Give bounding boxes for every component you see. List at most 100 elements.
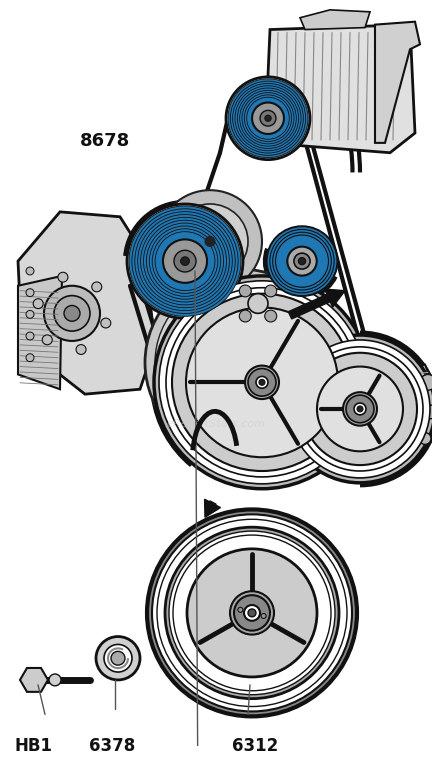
Circle shape bbox=[248, 369, 276, 396]
Circle shape bbox=[187, 549, 317, 677]
Circle shape bbox=[228, 79, 308, 157]
Text: 6312: 6312 bbox=[232, 737, 278, 755]
Circle shape bbox=[147, 509, 357, 716]
Circle shape bbox=[26, 288, 34, 297]
Circle shape bbox=[205, 236, 215, 246]
Circle shape bbox=[152, 514, 352, 712]
Circle shape bbox=[140, 217, 229, 305]
Text: 6378: 6378 bbox=[89, 737, 135, 755]
Circle shape bbox=[76, 344, 86, 354]
Circle shape bbox=[145, 269, 335, 456]
Circle shape bbox=[346, 395, 374, 422]
Circle shape bbox=[26, 332, 34, 340]
Circle shape bbox=[354, 403, 366, 415]
Circle shape bbox=[248, 609, 256, 617]
Circle shape bbox=[290, 340, 430, 478]
Circle shape bbox=[26, 310, 34, 318]
Circle shape bbox=[238, 607, 243, 612]
Circle shape bbox=[26, 267, 34, 275]
Circle shape bbox=[273, 232, 331, 290]
Circle shape bbox=[256, 376, 268, 388]
Circle shape bbox=[276, 235, 328, 287]
Circle shape bbox=[287, 247, 317, 276]
Circle shape bbox=[226, 77, 310, 160]
Polygon shape bbox=[18, 212, 155, 394]
Circle shape bbox=[152, 229, 218, 294]
Circle shape bbox=[420, 375, 432, 390]
Circle shape bbox=[343, 392, 377, 425]
Circle shape bbox=[186, 307, 338, 457]
Circle shape bbox=[265, 310, 277, 322]
Polygon shape bbox=[265, 25, 415, 153]
Circle shape bbox=[247, 97, 289, 139]
Circle shape bbox=[239, 310, 251, 322]
Circle shape bbox=[357, 406, 363, 412]
Circle shape bbox=[157, 519, 347, 706]
Circle shape bbox=[33, 299, 43, 309]
Circle shape bbox=[267, 226, 337, 296]
Circle shape bbox=[138, 214, 232, 308]
Circle shape bbox=[44, 285, 100, 341]
Circle shape bbox=[248, 294, 268, 313]
Circle shape bbox=[64, 306, 80, 321]
Polygon shape bbox=[400, 365, 432, 453]
Circle shape bbox=[265, 285, 277, 297]
Circle shape bbox=[294, 253, 310, 269]
Circle shape bbox=[423, 405, 432, 419]
Circle shape bbox=[181, 257, 189, 266]
Circle shape bbox=[259, 379, 265, 385]
Circle shape bbox=[166, 288, 358, 477]
Circle shape bbox=[244, 605, 260, 621]
Circle shape bbox=[49, 674, 61, 686]
Circle shape bbox=[127, 204, 243, 318]
Text: HB1: HB1 bbox=[15, 737, 53, 755]
Polygon shape bbox=[20, 668, 48, 692]
Circle shape bbox=[317, 366, 403, 451]
Circle shape bbox=[265, 115, 271, 121]
Circle shape bbox=[104, 644, 132, 672]
Circle shape bbox=[419, 432, 431, 444]
Circle shape bbox=[143, 220, 226, 302]
Circle shape bbox=[240, 90, 296, 146]
Circle shape bbox=[135, 212, 235, 310]
Circle shape bbox=[54, 296, 90, 331]
Circle shape bbox=[185, 217, 235, 266]
Circle shape bbox=[42, 335, 52, 344]
Circle shape bbox=[149, 226, 221, 296]
Circle shape bbox=[234, 595, 270, 631]
Circle shape bbox=[233, 83, 303, 153]
Text: 8678: 8678 bbox=[80, 132, 130, 150]
Circle shape bbox=[245, 366, 279, 399]
Circle shape bbox=[285, 335, 432, 483]
Circle shape bbox=[111, 651, 125, 665]
Polygon shape bbox=[300, 10, 370, 30]
Circle shape bbox=[92, 282, 102, 291]
Circle shape bbox=[261, 613, 266, 618]
Polygon shape bbox=[375, 22, 420, 143]
Circle shape bbox=[101, 318, 111, 328]
Circle shape bbox=[155, 232, 215, 291]
Circle shape bbox=[267, 226, 337, 296]
FancyArrow shape bbox=[205, 499, 220, 517]
Circle shape bbox=[239, 285, 251, 297]
Circle shape bbox=[146, 223, 224, 299]
Circle shape bbox=[155, 279, 325, 447]
Circle shape bbox=[299, 257, 306, 265]
Circle shape bbox=[159, 281, 365, 484]
Circle shape bbox=[245, 95, 292, 142]
Polygon shape bbox=[18, 276, 62, 389]
Circle shape bbox=[158, 190, 262, 293]
Circle shape bbox=[169, 531, 335, 695]
Text: eRepairStats.com: eRepairStats.com bbox=[166, 419, 266, 428]
Circle shape bbox=[297, 347, 423, 471]
Circle shape bbox=[58, 273, 68, 282]
Circle shape bbox=[165, 527, 339, 699]
Circle shape bbox=[235, 86, 301, 151]
Circle shape bbox=[154, 276, 370, 489]
Circle shape bbox=[129, 206, 241, 316]
Circle shape bbox=[252, 102, 284, 134]
Circle shape bbox=[242, 92, 294, 144]
Circle shape bbox=[173, 535, 331, 690]
Circle shape bbox=[303, 353, 417, 465]
Circle shape bbox=[237, 88, 299, 148]
